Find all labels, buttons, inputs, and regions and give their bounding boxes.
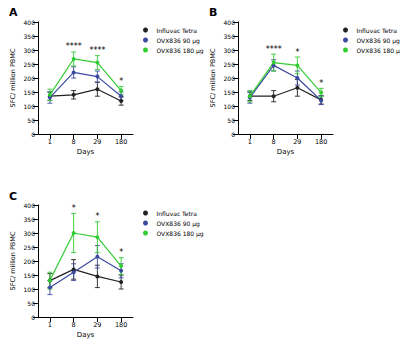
svg-text:50: 50 <box>27 300 35 307</box>
svg-text:*: * <box>319 79 323 88</box>
svg-text:Influvac Tetra: Influvac Tetra <box>357 27 398 34</box>
svg-text:SFC/ million PBMC: SFC/ million PBMC <box>9 231 17 290</box>
svg-text:*: * <box>119 77 123 86</box>
svg-text:Days: Days <box>277 148 295 156</box>
svg-text:*: * <box>72 204 76 213</box>
svg-text:300: 300 <box>24 230 36 237</box>
svg-text:200: 200 <box>24 75 36 82</box>
svg-text:50: 50 <box>27 117 35 124</box>
svg-text:OVX836 90 µg: OVX836 90 µg <box>157 220 201 228</box>
svg-text:8: 8 <box>272 138 276 146</box>
svg-text:100: 100 <box>24 286 36 293</box>
svg-text:0: 0 <box>231 131 235 138</box>
svg-text:****: **** <box>266 45 282 54</box>
svg-text:OVX836 90 µg: OVX836 90 µg <box>157 37 201 45</box>
svg-text:OVX836 180 µg: OVX836 180 µg <box>157 230 204 238</box>
svg-text:200: 200 <box>24 258 36 265</box>
svg-text:300: 300 <box>224 47 236 54</box>
svg-text:****: **** <box>66 42 82 51</box>
svg-text:50: 50 <box>227 117 235 124</box>
svg-text:180: 180 <box>115 321 127 329</box>
svg-text:Influvac Tetra: Influvac Tetra <box>157 210 198 217</box>
svg-text:350: 350 <box>24 216 36 223</box>
svg-text:100: 100 <box>24 103 36 110</box>
svg-text:250: 250 <box>224 61 236 68</box>
svg-text:1: 1 <box>48 321 52 329</box>
svg-text:300: 300 <box>24 47 36 54</box>
svg-text:350: 350 <box>224 33 236 40</box>
svg-text:29: 29 <box>93 321 101 329</box>
svg-text:150: 150 <box>24 89 36 96</box>
svg-text:29: 29 <box>93 138 101 146</box>
svg-text:100: 100 <box>224 103 236 110</box>
svg-text:B: B <box>209 6 217 19</box>
svg-text:150: 150 <box>24 272 36 279</box>
svg-text:OVX836 180 µg: OVX836 180 µg <box>357 47 400 55</box>
svg-text:Influvac Tetra: Influvac Tetra <box>157 27 198 34</box>
svg-text:OVX836 90 µg: OVX836 90 µg <box>357 37 400 45</box>
svg-text:****: **** <box>89 46 105 55</box>
svg-text:SFC/ million PBMC: SFC/ million PBMC <box>9 48 17 107</box>
svg-text:400: 400 <box>24 202 36 209</box>
svg-text:*: * <box>95 212 99 221</box>
svg-text:180: 180 <box>315 138 327 146</box>
svg-text:250: 250 <box>24 244 36 251</box>
svg-text:8: 8 <box>72 321 76 329</box>
svg-text:180: 180 <box>115 138 127 146</box>
svg-text:Days: Days <box>77 148 95 156</box>
svg-text:0: 0 <box>31 314 35 321</box>
svg-text:150: 150 <box>224 89 236 96</box>
svg-text:8: 8 <box>72 138 76 146</box>
svg-text:29: 29 <box>293 138 301 146</box>
svg-text:A: A <box>9 6 18 19</box>
svg-text:C: C <box>9 190 17 203</box>
svg-text:250: 250 <box>24 61 36 68</box>
svg-text:1: 1 <box>248 138 252 146</box>
svg-text:*: * <box>119 248 123 257</box>
svg-text:350: 350 <box>24 33 36 40</box>
svg-text:400: 400 <box>24 19 36 26</box>
svg-text:200: 200 <box>224 75 236 82</box>
svg-text:OVX836 180 µg: OVX836 180 µg <box>157 47 204 55</box>
svg-text:*: * <box>295 48 299 57</box>
svg-text:SFC/ million PBMC: SFC/ million PBMC <box>209 48 217 107</box>
svg-text:Days: Days <box>77 331 95 339</box>
svg-text:0: 0 <box>31 131 35 138</box>
svg-text:400: 400 <box>224 19 236 26</box>
svg-text:1: 1 <box>48 138 52 146</box>
